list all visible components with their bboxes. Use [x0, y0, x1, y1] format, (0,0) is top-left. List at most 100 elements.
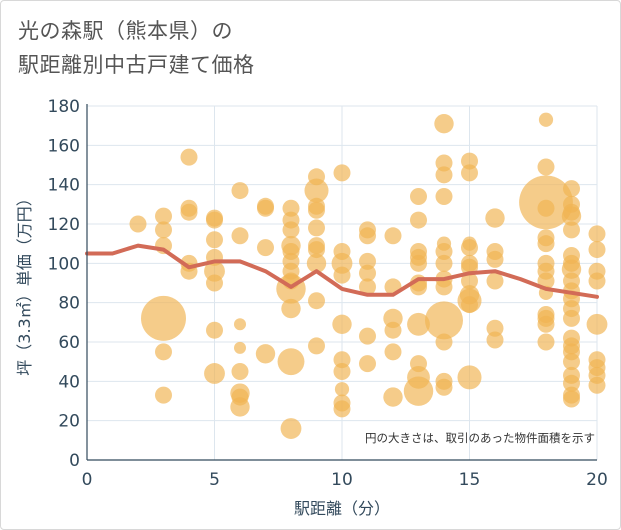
- bubble-point: [180, 203, 198, 221]
- bubble-point: [435, 333, 453, 351]
- bubble-point: [435, 187, 453, 205]
- bubble-point: [334, 382, 350, 397]
- bubble-point: [563, 353, 580, 371]
- y-axis-label: 坪（3.3㎡）単価（万円）: [15, 190, 34, 375]
- bubble-point: [206, 274, 223, 292]
- x-tick-label: 10: [331, 470, 353, 490]
- bubble-point: [359, 264, 376, 282]
- bubble-point: [586, 313, 608, 335]
- bubble-point: [206, 211, 223, 229]
- bubble-point: [410, 211, 427, 229]
- chart-title-line2: 駅距離別中古戸建て価格: [18, 53, 255, 77]
- bubble-point: [537, 158, 555, 176]
- y-tick-label: 140: [48, 176, 80, 196]
- bubble-point: [280, 418, 302, 439]
- bubble-point: [383, 387, 403, 407]
- y-tick-label: 20: [58, 412, 80, 432]
- bubble-point: [486, 331, 504, 349]
- bubble-point: [359, 227, 376, 245]
- bubble-point: [537, 333, 555, 351]
- bubble-point: [282, 199, 300, 217]
- bubble-point: [537, 235, 555, 253]
- y-tick-label: 120: [48, 215, 80, 235]
- bubble-point: [255, 344, 276, 364]
- bubble-point: [230, 397, 250, 417]
- x-tick-label: 0: [82, 470, 93, 490]
- y-tick-label: 60: [58, 333, 80, 353]
- x-tick-label: 5: [209, 470, 220, 490]
- y-tick-label: 160: [48, 136, 80, 156]
- bubble-point: [257, 239, 274, 257]
- bubble-point: [435, 166, 453, 184]
- y-tick-label: 40: [58, 372, 80, 392]
- bubble-point: [486, 250, 504, 268]
- bubble-point: [308, 201, 325, 219]
- bubble-point: [563, 374, 580, 392]
- bubble-point: [233, 318, 247, 331]
- bubble-point: [435, 378, 453, 396]
- bubble-point: [538, 112, 554, 127]
- bubble-point: [424, 301, 464, 340]
- bubble-point: [257, 199, 274, 217]
- bubble-point: [537, 199, 555, 217]
- chart-title-line1: 光の森駅（熊本県）の: [18, 19, 233, 43]
- bubble-point: [141, 295, 186, 341]
- trend-line: [85, 243, 599, 299]
- bubble-point: [277, 348, 305, 376]
- bubble-point: [486, 319, 504, 337]
- bubble-point: [308, 219, 325, 237]
- x-tick-label: 20: [586, 470, 608, 490]
- bubble-point: [485, 208, 505, 228]
- bubble-point: [304, 178, 329, 203]
- bubble-point: [588, 225, 606, 243]
- bubble-point: [308, 337, 325, 355]
- bubble-point: [308, 292, 325, 310]
- bubble-point: [359, 327, 376, 345]
- bubble-point: [231, 182, 249, 200]
- bubble-point: [563, 309, 580, 327]
- bubble-point: [435, 278, 453, 296]
- bubble-point: [333, 400, 351, 418]
- bubble-point: [384, 343, 402, 361]
- bubble-point: [155, 343, 172, 361]
- bubble-point: [231, 363, 249, 380]
- bubble-point: [155, 207, 172, 225]
- y-tick-label: 0: [69, 451, 80, 471]
- bubble-point: [435, 154, 453, 172]
- bubble-point: [332, 314, 352, 334]
- bubble-point: [410, 187, 427, 205]
- x-axis-label: 駅距離（分）: [294, 499, 390, 518]
- bubble-point: [563, 390, 580, 408]
- bubble-point: [306, 253, 327, 274]
- bubble-point: [588, 241, 606, 259]
- bubble-point: [333, 164, 351, 182]
- bubble-point: [384, 227, 402, 245]
- bubble-point: [457, 365, 482, 390]
- bubble-point: [155, 386, 172, 404]
- bubble-point: [461, 296, 478, 314]
- bubble-point: [206, 321, 223, 339]
- x-tick-label: 15: [459, 470, 481, 490]
- bubble-point: [561, 206, 582, 226]
- bubble-point: [281, 298, 301, 319]
- bubble-point: [129, 215, 147, 233]
- bubble-point: [486, 272, 504, 290]
- bubble-point: [434, 114, 454, 134]
- bubble-point: [333, 351, 351, 369]
- bubble-point: [588, 272, 606, 290]
- bubble-point: [206, 231, 223, 249]
- axes: [86, 104, 597, 461]
- bubble-point: [461, 272, 478, 290]
- bubble-point: [537, 315, 555, 333]
- bubble-series: [129, 112, 608, 439]
- bubble-point: [231, 227, 249, 245]
- bubble-point: [333, 363, 351, 380]
- bubble-point: [588, 376, 606, 394]
- bubble-point: [563, 221, 580, 239]
- bubble-point: [435, 254, 453, 272]
- bubble-point: [155, 221, 172, 239]
- bubble-point: [282, 221, 300, 239]
- bubble-point: [435, 243, 453, 261]
- bubble-point: [563, 180, 580, 198]
